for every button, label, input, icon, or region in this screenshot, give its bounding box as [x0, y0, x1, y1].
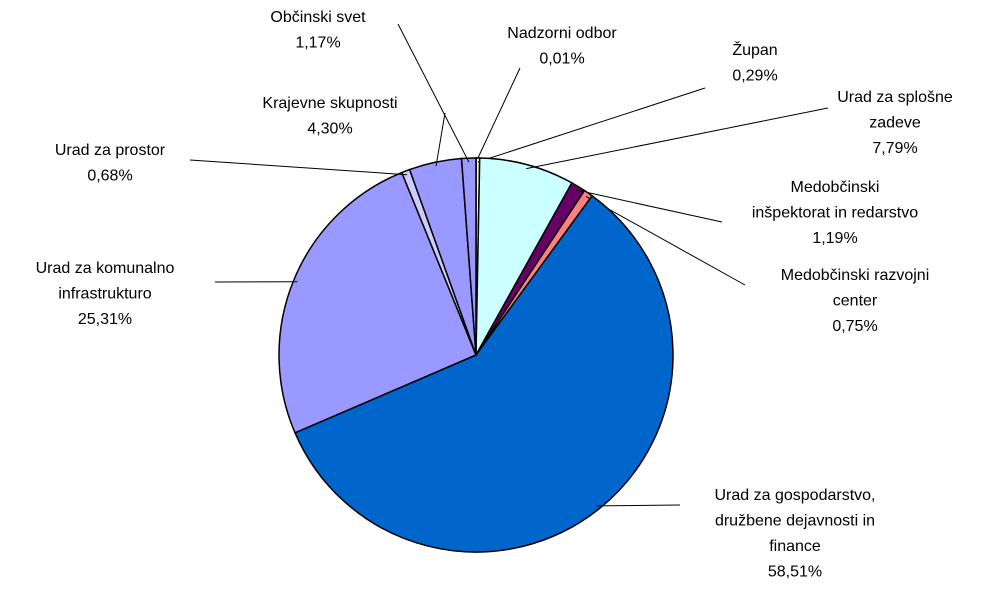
label-line: Urad za prostor [55, 142, 166, 159]
leader-line [475, 67, 521, 163]
leader-line [435, 112, 446, 167]
label-line: Medobčinski razvojni [781, 267, 930, 284]
leader-line [526, 107, 829, 170]
pie-slice [475, 157, 573, 356]
leader-line [189, 159, 408, 176]
value-label: 0,75% [832, 318, 877, 335]
value-label: 1,17% [295, 35, 340, 52]
label-line: družbene dejavnosti in [715, 513, 875, 530]
slice-label: Urad za komunalno infrastrukturo [36, 260, 175, 303]
label-line: Občinski svet [270, 9, 366, 26]
leader-line [477, 87, 706, 163]
label-line: Nadzorni odbor [507, 25, 617, 42]
label-line: finance [769, 538, 821, 555]
slice-label: Medobčinski razvojni center [781, 267, 930, 310]
label-line: Krajevne skupnosti [262, 95, 397, 112]
pie-slice [278, 171, 477, 434]
value-label: 0,68% [87, 168, 132, 185]
label-line: Urad za gospodarstvo, [715, 487, 876, 504]
value-label: 58,51% [768, 564, 822, 581]
value-label: 1,19% [812, 230, 857, 247]
leader-line [585, 196, 746, 286]
value-label: 0,29% [732, 68, 777, 85]
value-label: 4,30% [307, 121, 352, 138]
slice-label: Nadzorni odbor [507, 25, 617, 42]
slice-label: Urad za gospodarstvo, družbene dejavnosti… [715, 487, 876, 555]
label-line: inšpektorat in redarstvo [752, 205, 918, 222]
slice-label: Občinski svet [270, 9, 366, 26]
pie-slice [294, 194, 674, 553]
label-line: Medobčinski [791, 179, 880, 196]
label-line: Župan [732, 40, 777, 59]
leader-line [397, 23, 470, 163]
value-label: 7,79% [872, 140, 917, 157]
label-line: center [833, 293, 878, 310]
leader-line [596, 504, 681, 507]
pie-slice [460, 157, 477, 356]
leader-line [576, 189, 723, 223]
slice-label: Župan [732, 40, 777, 59]
slice-label: Medobčinski inšpektorat in redarstvo [752, 179, 918, 222]
label-line: infrastrukturo [58, 286, 151, 303]
slice-label: Krajevne skupnosti [262, 95, 397, 112]
value-label: 25,31% [78, 311, 132, 328]
value-label: 0,01% [539, 51, 584, 68]
label-line: Urad za splošne [837, 89, 953, 106]
slice-label: Urad za splošne zadeve [837, 89, 953, 132]
label-line: zadeve [869, 115, 921, 132]
slice-label: Urad za prostor [55, 142, 166, 159]
label-line: Urad za komunalno [36, 260, 175, 277]
